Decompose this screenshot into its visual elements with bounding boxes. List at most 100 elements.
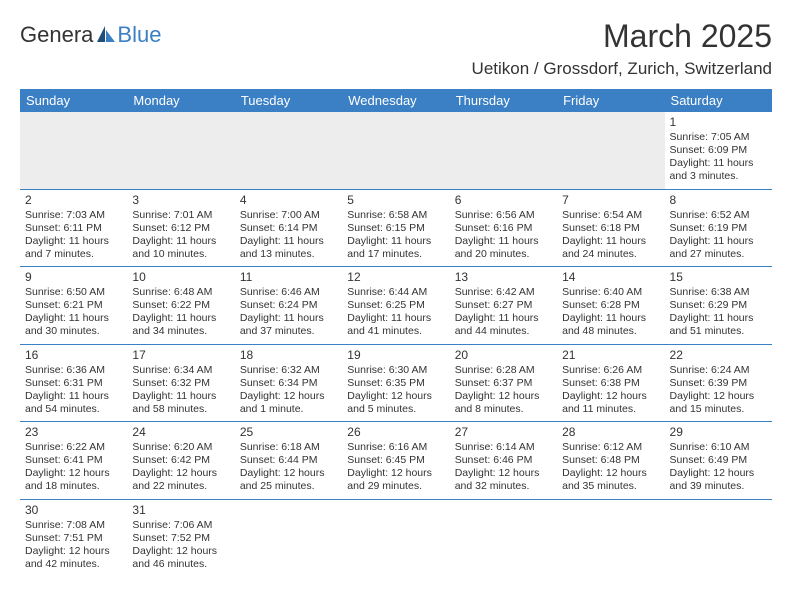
sunrise-text: Sunrise: 6:38 AM — [670, 286, 767, 299]
calendar-cell: 11Sunrise: 6:46 AMSunset: 6:24 PMDayligh… — [235, 267, 342, 345]
calendar-row: 1Sunrise: 7:05 AMSunset: 6:09 PMDaylight… — [20, 112, 772, 189]
calendar-row: 9Sunrise: 6:50 AMSunset: 6:21 PM Daylight… — [20, 267, 772, 345]
calendar-cell: 7Sunrise: 6:54 AMSunset: 6:18 PMDaylight… — [557, 189, 664, 267]
sunrise-text: Sunrise: 7:06 AM — [132, 519, 229, 532]
calendar-cell: 18Sunrise: 6:32 AMSunset: 6:34 PMDayligh… — [235, 344, 342, 422]
sunrise-text: Sunrise: 6:10 AM — [670, 441, 767, 454]
daylight-text: Daylight: 11 hours and 37 minutes. — [240, 312, 337, 338]
calendar-cell — [235, 499, 342, 576]
sunset-text: Sunset: 6:48 PM — [562, 454, 659, 467]
sunset-text: Sunset: 6:18 PM — [562, 222, 659, 235]
daylight-text: Daylight: 12 hours and 18 minutes. — [25, 467, 122, 493]
logo-sail-icon — [95, 24, 117, 46]
header: Genera Blue March 2025 Uetikon / Grossdo… — [20, 18, 772, 79]
calendar-cell — [450, 112, 557, 189]
daylight-text: Daylight: 11 hours and 10 minutes. — [132, 235, 229, 261]
calendar-cell — [235, 112, 342, 189]
day-number: 21 — [562, 348, 659, 363]
sunset-text: Sunset: 6:38 PM — [562, 377, 659, 390]
sunset-text: Sunset: 6:46 PM — [455, 454, 552, 467]
sunset-text: Sunset: 6:49 PM — [670, 454, 767, 467]
weekday-header: Wednesday — [342, 89, 449, 112]
calendar-row: 16Sunrise: 6:36 AMSunset: 6:31 PMDayligh… — [20, 344, 772, 422]
sunrise-text: Sunrise: 6:12 AM — [562, 441, 659, 454]
sunrise-text: Sunrise: 6:50 AM — [25, 286, 122, 299]
day-number: 20 — [455, 348, 552, 363]
sunset-text: Sunset: 6:11 PM — [25, 222, 122, 235]
calendar-cell: 26Sunrise: 6:16 AMSunset: 6:45 PMDayligh… — [342, 422, 449, 500]
day-number: 11 — [240, 270, 337, 285]
sunrise-text: Sunrise: 6:58 AM — [347, 209, 444, 222]
sunrise-text: Sunrise: 6:46 AM — [240, 286, 337, 299]
sunrise-text: Sunrise: 6:30 AM — [347, 364, 444, 377]
daylight-text: Daylight: 11 hours and 41 minutes. — [347, 312, 444, 338]
day-number: 12 — [347, 270, 444, 285]
sunset-text: Sunset: 6:44 PM — [240, 454, 337, 467]
sunrise-text: Sunrise: 7:01 AM — [132, 209, 229, 222]
day-number: 3 — [132, 193, 229, 208]
sunset-text: Sunset: 6:28 PM — [562, 299, 659, 312]
calendar-cell: 6Sunrise: 6:56 AMSunset: 6:16 PMDaylight… — [450, 189, 557, 267]
sunrise-text: Sunrise: 6:48 AM — [132, 286, 229, 299]
calendar-cell — [450, 499, 557, 576]
weekday-header-row: Sunday Monday Tuesday Wednesday Thursday… — [20, 89, 772, 112]
daylight-text: Daylight: 12 hours and 22 minutes. — [132, 467, 229, 493]
calendar-cell: 16Sunrise: 6:36 AMSunset: 6:31 PMDayligh… — [20, 344, 127, 422]
sunset-text: Sunset: 6:14 PM — [240, 222, 337, 235]
calendar-cell: 30Sunrise: 7:08 AMSunset: 7:51 PMDayligh… — [20, 499, 127, 576]
day-number: 8 — [670, 193, 767, 208]
sunset-text: Sunset: 6:39 PM — [670, 377, 767, 390]
sunset-text: Sunset: 6:37 PM — [455, 377, 552, 390]
logo-text-main: Genera — [20, 22, 93, 48]
daylight-text: Daylight: 11 hours and 44 minutes. — [455, 312, 552, 338]
day-number: 19 — [347, 348, 444, 363]
day-number: 15 — [670, 270, 767, 285]
day-number: 1 — [670, 115, 767, 130]
daylight-text: Daylight: 11 hours and 54 minutes. — [25, 390, 122, 416]
day-number: 2 — [25, 193, 122, 208]
month-title: March 2025 — [472, 18, 772, 55]
daylight-text: Daylight: 12 hours and 15 minutes. — [670, 390, 767, 416]
calendar-cell — [557, 499, 664, 576]
sunrise-text: Sunrise: 6:56 AM — [455, 209, 552, 222]
day-number: 31 — [132, 503, 229, 518]
sunset-text: Sunset: 6:12 PM — [132, 222, 229, 235]
calendar-cell — [557, 112, 664, 189]
daylight-text: Daylight: 12 hours and 35 minutes. — [562, 467, 659, 493]
sunset-text: Sunset: 6:35 PM — [347, 377, 444, 390]
title-block: March 2025 Uetikon / Grossdorf, Zurich, … — [472, 18, 772, 79]
day-number: 16 — [25, 348, 122, 363]
daylight-text: Daylight: 12 hours and 46 minutes. — [132, 545, 229, 571]
calendar-cell: 10Sunrise: 6:48 AMSunset: 6:22 PMDayligh… — [127, 267, 234, 345]
day-number: 7 — [562, 193, 659, 208]
calendar-cell: 5Sunrise: 6:58 AMSunset: 6:15 PMDaylight… — [342, 189, 449, 267]
calendar-row: 23Sunrise: 6:22 AMSunset: 6:41 PMDayligh… — [20, 422, 772, 500]
sunrise-text: Sunrise: 6:24 AM — [670, 364, 767, 377]
daylight-text: Daylight: 12 hours and 25 minutes. — [240, 467, 337, 493]
day-number: 23 — [25, 425, 122, 440]
sunset-text: Sunset: 6:21 PM — [25, 299, 122, 312]
day-number: 6 — [455, 193, 552, 208]
day-number: 25 — [240, 425, 337, 440]
calendar-row: 30Sunrise: 7:08 AMSunset: 7:51 PMDayligh… — [20, 499, 772, 576]
calendar-cell: 28Sunrise: 6:12 AMSunset: 6:48 PMDayligh… — [557, 422, 664, 500]
calendar-cell: 15Sunrise: 6:38 AMSunset: 6:29 PMDayligh… — [665, 267, 772, 345]
sunrise-text: Sunrise: 6:20 AM — [132, 441, 229, 454]
daylight-text: Daylight: 12 hours and 32 minutes. — [455, 467, 552, 493]
sunset-text: Sunset: 6:15 PM — [347, 222, 444, 235]
sunrise-text: Sunrise: 6:22 AM — [25, 441, 122, 454]
sunrise-text: Sunrise: 7:00 AM — [240, 209, 337, 222]
day-number: 9 — [25, 270, 122, 285]
sunset-text: Sunset: 6:32 PM — [132, 377, 229, 390]
calendar-cell: 21Sunrise: 6:26 AMSunset: 6:38 PMDayligh… — [557, 344, 664, 422]
sunset-text: Sunset: 7:51 PM — [25, 532, 122, 545]
day-number: 30 — [25, 503, 122, 518]
calendar-cell: 29Sunrise: 6:10 AMSunset: 6:49 PMDayligh… — [665, 422, 772, 500]
weekday-header: Saturday — [665, 89, 772, 112]
day-number: 29 — [670, 425, 767, 440]
weekday-header: Monday — [127, 89, 234, 112]
sunset-text: Sunset: 6:19 PM — [670, 222, 767, 235]
daylight-text: Daylight: 12 hours and 8 minutes. — [455, 390, 552, 416]
calendar-cell — [20, 112, 127, 189]
logo: Genera Blue — [20, 22, 161, 48]
